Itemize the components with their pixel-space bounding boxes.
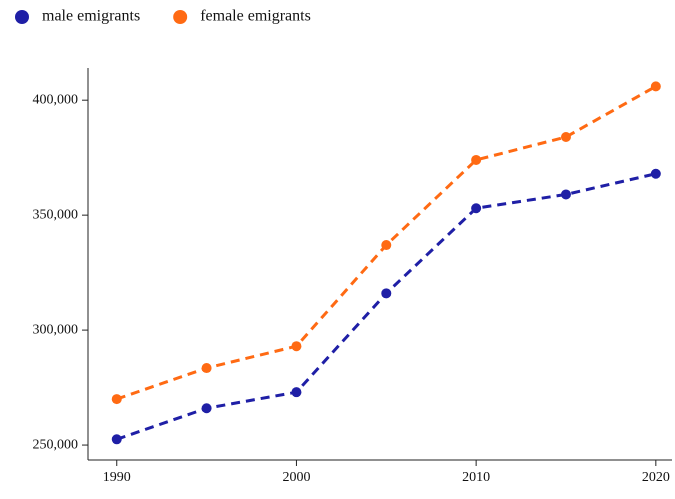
x-tick-label: 2000	[282, 470, 310, 485]
x-tick-label: 2020	[642, 470, 670, 485]
point	[560, 189, 571, 200]
point	[111, 394, 122, 405]
point	[381, 240, 392, 251]
y-tick-label: 300,000	[33, 322, 79, 337]
point	[111, 434, 122, 445]
point	[291, 341, 302, 352]
point	[471, 154, 482, 165]
x-tick-label: 2010	[462, 470, 490, 485]
point	[291, 387, 302, 398]
point	[471, 203, 482, 214]
legend-marker	[15, 10, 29, 24]
point	[381, 288, 392, 299]
y-tick-label: 250,000	[33, 437, 79, 452]
point	[560, 131, 571, 142]
series-line	[116, 172, 657, 441]
legend-marker	[173, 10, 188, 24]
y-tick-label: 400,000	[33, 92, 79, 107]
legend-label: female emigrants	[200, 8, 311, 25]
point	[201, 403, 212, 414]
x-tick-label: 1990	[103, 470, 131, 485]
point	[650, 168, 661, 179]
y-tick-label: 350,000	[33, 207, 79, 222]
legend-label: male emigrants	[42, 8, 140, 25]
point	[201, 363, 212, 374]
point	[650, 81, 661, 92]
